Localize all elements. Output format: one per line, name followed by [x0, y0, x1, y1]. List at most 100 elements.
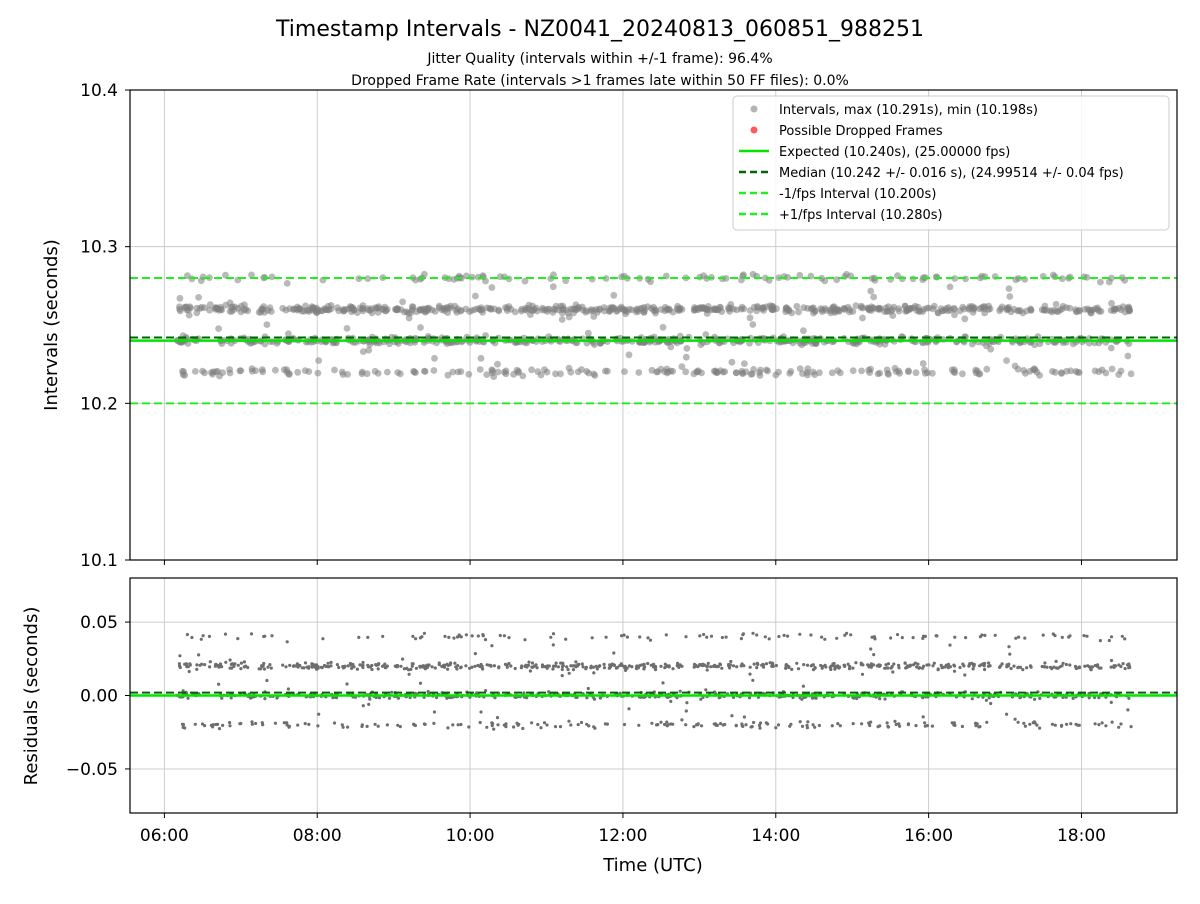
residual-point: [1005, 712, 1009, 716]
residual-point: [729, 659, 733, 664]
interval-point: [946, 283, 954, 291]
residual-point: [208, 665, 212, 669]
residual-point: [352, 665, 356, 669]
interval-point: [929, 369, 936, 377]
interval-point: [405, 309, 412, 317]
interval-point: [905, 368, 912, 376]
residual-point: [1009, 666, 1013, 671]
interval-point: [683, 345, 691, 352]
residual-point: [337, 665, 341, 670]
residual-point: [1098, 639, 1102, 643]
interval-point: [747, 370, 755, 378]
residual-point: [498, 633, 502, 638]
residual-point: [324, 664, 328, 669]
interval-point: [1117, 306, 1125, 314]
interval-point: [486, 305, 493, 312]
residual-point: [998, 665, 1002, 670]
residual-point: [761, 662, 765, 666]
residual-point: [1082, 634, 1086, 638]
interval-point: [584, 329, 592, 337]
residual-point: [861, 663, 865, 667]
residual-point: [200, 662, 204, 666]
interval-point: [478, 306, 486, 313]
interval-point: [1125, 307, 1133, 315]
interval-point: [531, 305, 538, 313]
residual-point: [232, 664, 236, 669]
interval-point: [558, 316, 566, 323]
interval-point: [183, 303, 191, 311]
residual-point: [505, 665, 509, 669]
residual-point: [805, 663, 810, 667]
residual-point: [527, 660, 531, 664]
interval-point: [1005, 285, 1013, 292]
residual-point: [554, 661, 558, 665]
residual-point: [740, 662, 744, 666]
residual-point: [287, 724, 291, 729]
interval-point: [483, 371, 491, 378]
residual-point: [217, 682, 221, 686]
interval-point: [285, 330, 292, 338]
residual-point: [805, 726, 810, 730]
residual-point: [705, 635, 709, 639]
residual-point: [777, 634, 781, 639]
residual-point: [540, 663, 545, 667]
residual-point: [650, 721, 654, 725]
residual-point: [870, 635, 874, 639]
residual-point: [1093, 722, 1097, 726]
residual-point: [360, 724, 364, 729]
residual-point: [1129, 725, 1133, 729]
interval-point: [482, 277, 489, 285]
residual-point: [884, 663, 888, 667]
residual-point: [181, 725, 185, 730]
residual-point: [407, 668, 411, 672]
residual-point: [1042, 665, 1047, 669]
y-tick-label: 0.05: [80, 613, 118, 633]
interval-point: [834, 367, 842, 374]
residual-point: [649, 663, 653, 667]
residual-point: [571, 668, 576, 672]
interval-point: [543, 368, 551, 376]
residual-point: [282, 721, 286, 725]
interval-point: [959, 303, 967, 311]
interval-point: [424, 333, 432, 340]
residual-point: [914, 724, 918, 728]
residual-point: [270, 634, 274, 638]
residual-point: [855, 696, 859, 701]
residual-point: [925, 663, 929, 667]
residual-point: [361, 704, 365, 708]
residual-point: [228, 724, 232, 728]
residual-point: [584, 667, 588, 671]
residual-point: [574, 665, 578, 669]
residual-point: [665, 720, 669, 724]
interval-point: [951, 275, 959, 282]
residual-point: [771, 664, 775, 669]
interval-point: [534, 368, 542, 375]
residual-point: [749, 725, 753, 729]
residual-point: [1025, 666, 1029, 670]
interval-point: [268, 273, 276, 281]
interval-point: [215, 325, 223, 332]
interval-point: [923, 304, 931, 312]
residual-point: [329, 664, 333, 668]
residual-point: [427, 663, 431, 667]
residual-point: [1035, 723, 1039, 727]
residual-point: [813, 666, 817, 670]
residual-point: [576, 723, 580, 727]
residual-point: [560, 664, 565, 669]
residual-point: [764, 721, 769, 725]
residual-point: [366, 665, 370, 669]
interval-point: [796, 271, 804, 279]
residual-point: [1052, 665, 1056, 669]
interval-point: [363, 370, 371, 378]
residual-point: [831, 662, 835, 666]
interval-point: [786, 370, 794, 377]
interval-point: [1076, 306, 1083, 314]
residual-point: [648, 638, 653, 642]
residual-point: [774, 663, 779, 668]
residual-point: [468, 666, 472, 670]
interval-point: [741, 360, 748, 367]
interval-point: [682, 353, 690, 361]
residual-point: [262, 667, 267, 671]
interval-point: [719, 368, 727, 376]
legend-label-dropped: Possible Dropped Frames: [779, 124, 943, 139]
